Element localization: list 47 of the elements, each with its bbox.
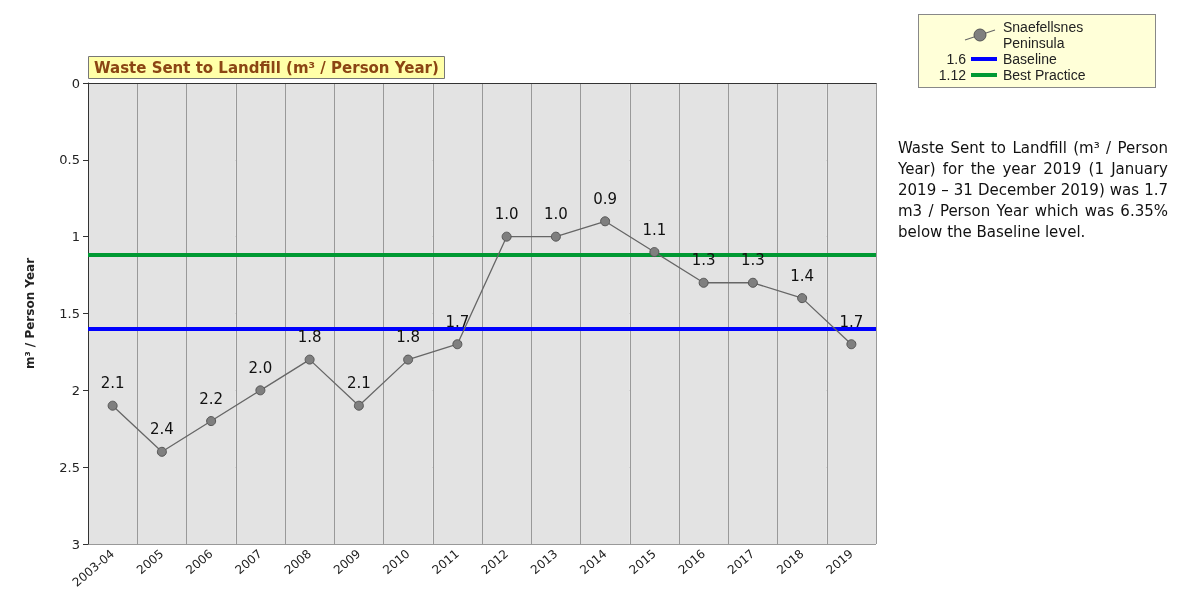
- legend-label: Best Practice: [1003, 67, 1086, 83]
- text: 1.12: [938, 67, 966, 83]
- data-label: 2.1: [346, 374, 371, 393]
- point: [304, 354, 315, 365]
- point: [156, 446, 167, 457]
- y-tick-label: 0: [71, 75, 80, 91]
- data-label: 1.0: [494, 205, 519, 224]
- y-tick-label: 0.5: [59, 152, 80, 168]
- data-label: 2.1: [100, 374, 125, 393]
- data-label: 2.4: [149, 420, 174, 439]
- point: [107, 400, 118, 411]
- y-tick-label: 2.5: [59, 459, 80, 475]
- data-label: 1.1: [642, 220, 667, 239]
- data-label: 1.4: [790, 266, 815, 285]
- data-label: 1.8: [297, 328, 322, 347]
- data-label: 2.2: [199, 389, 224, 408]
- y-axis-title: m³ / Person Year: [23, 257, 37, 370]
- data-label: 1.3: [740, 251, 765, 270]
- point: [846, 339, 857, 350]
- point: [747, 277, 758, 288]
- point: [649, 247, 660, 258]
- data-label: 2.0: [248, 358, 273, 377]
- data-label: 1.3: [691, 251, 716, 270]
- data-label: 1.0: [543, 205, 568, 224]
- point: [206, 416, 217, 427]
- data-label: 1.7: [839, 312, 864, 331]
- point: [698, 277, 709, 288]
- point: [452, 339, 463, 350]
- chart-title: Waste Sent to Landfill (m³ / Person Year): [94, 58, 439, 77]
- legend-label: Baseline: [1003, 51, 1057, 67]
- y-tick-label: 3: [71, 536, 80, 552]
- point: [255, 385, 266, 396]
- point: [550, 231, 561, 242]
- point: [797, 293, 808, 304]
- data-label: 0.9: [593, 189, 618, 208]
- y-tick-label: 2: [71, 382, 80, 398]
- data-label: 1.8: [396, 328, 421, 347]
- y-tick-label: 1: [71, 229, 80, 245]
- text: Waste Sent to Landfill (m³ / Person Year) for the year 2019 (1 January 2019 – 31 December 2019) was 1.7 m3 / Person Year which was 6.35% below the Baseline level.: [898, 138, 1168, 243]
- y-tick-label: 1.5: [59, 306, 80, 321]
- data-label: 1.7: [445, 312, 470, 331]
- text: 1.6: [946, 51, 966, 67]
- point: [403, 354, 414, 365]
- point: [501, 231, 512, 242]
- point: [353, 400, 364, 411]
- legend-label: Snaefellsnes Peninsula: [1003, 19, 1085, 51]
- point: [600, 216, 611, 227]
